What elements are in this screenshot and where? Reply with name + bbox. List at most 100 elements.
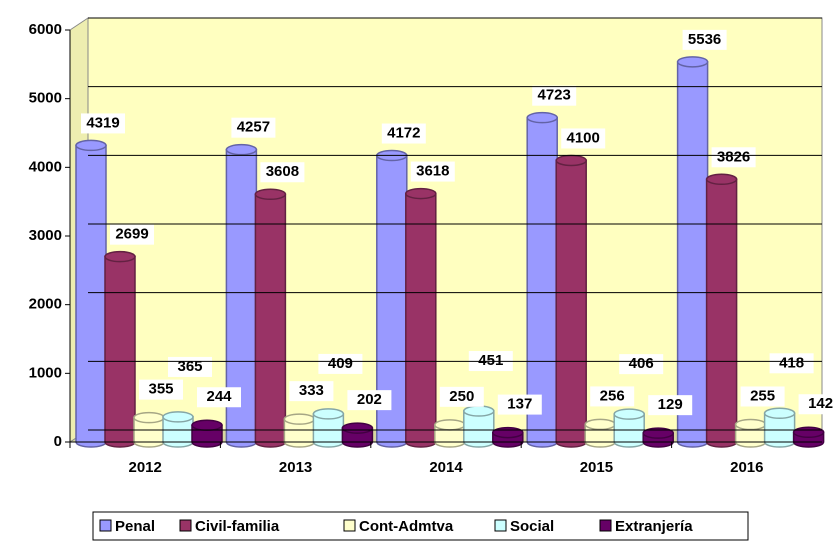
bar-top [225,143,258,156]
bar-top [792,426,825,438]
value-label: 256 [600,387,625,404]
bar-top [104,250,136,263]
value-label-box [532,85,577,106]
value-label: 4319 [86,114,119,131]
legend-swatch [599,519,612,532]
bar [254,193,287,448]
value-label-box [497,394,542,415]
value-label: 451 [478,352,503,369]
y-tick-label: 0 [54,433,62,450]
bar-top [463,405,495,417]
value-label: 142 [808,395,833,412]
value-label: 3618 [416,163,449,180]
legend-label: Cont-Admtva [359,518,454,535]
value-label-box [740,386,785,407]
value-label: 2699 [115,226,148,243]
value-label-box [81,113,125,134]
bar-top [133,411,165,424]
bar-top [405,187,437,200]
legend-swatch [494,519,507,532]
bar [676,61,709,448]
y-tick-label: 5000 [29,90,62,107]
value-label: 255 [750,387,775,404]
bar-top [492,426,524,439]
value-label-box [289,381,334,402]
bar-top [191,419,223,431]
value-label-box [682,29,727,50]
value-label: 4257 [237,119,270,136]
value-label-box [711,147,756,168]
value-label-box [590,386,635,407]
value-label-box [260,162,305,183]
bar-top [434,419,466,431]
bar-top [763,407,796,420]
bar [405,192,437,448]
value-label: 250 [449,388,474,405]
value-label: 365 [177,358,202,375]
x-tick-label: 2014 [429,459,463,476]
value-label: 202 [357,391,382,408]
value-label-box [381,123,426,144]
bar-top [613,408,645,420]
legend-label: Civil-familia [195,518,280,535]
value-label-box [139,379,183,400]
value-label: 333 [299,382,324,399]
value-label: 137 [507,396,532,413]
value-label: 418 [779,354,804,371]
value-label: 3608 [266,163,299,180]
value-label: 4723 [538,87,571,104]
value-label: 409 [328,355,353,372]
value-label-box [798,394,840,415]
bar [104,255,136,448]
value-label: 4100 [567,129,600,146]
x-tick-label: 2016 [730,459,763,476]
y-tick-label: 2000 [29,296,62,313]
x-tick-label: 2013 [279,459,312,476]
value-label: 406 [629,355,654,372]
legend-label: Penal [115,518,155,535]
legend [92,511,749,541]
x-tick-label: 2012 [129,459,162,476]
bar [555,159,587,448]
value-label-box [197,387,241,408]
legend-swatch [343,519,356,532]
legend-swatch [99,519,112,532]
value-label-box [318,353,363,374]
bar-top [75,139,107,152]
bar-top [526,111,558,124]
value-label-box [168,356,212,377]
y-tick-label: 4000 [29,158,62,175]
y-tick-label: 1000 [29,364,62,381]
value-label: 355 [148,381,173,398]
value-label-box [439,386,484,407]
value-label: 244 [206,388,232,405]
bar-top [312,408,345,420]
value-label-box [410,161,455,182]
bar-top [734,418,767,431]
bar-top [705,173,738,186]
bar-top [162,411,194,423]
value-label: 5536 [688,31,721,48]
bar-top [341,422,374,434]
bar-top [676,56,709,68]
bar [75,144,107,448]
x-tick-label: 2015 [580,459,613,476]
value-label: 4172 [387,124,420,141]
legend-label: Social [510,518,554,535]
value-label-box [648,395,693,416]
bar-top [584,418,616,431]
legend-swatch [179,519,192,532]
bar [705,178,738,448]
value-label: 3826 [717,148,750,165]
value-label-box [561,128,606,149]
value-label-box [347,390,392,411]
value-label-box [110,224,154,245]
legend-label: Extranjería [615,518,693,535]
bar-top [283,413,316,425]
value-label-box [231,117,276,138]
value-label-box [769,353,814,374]
bar-top [642,427,674,439]
bar-top [254,188,287,201]
value-label: 129 [658,396,683,413]
